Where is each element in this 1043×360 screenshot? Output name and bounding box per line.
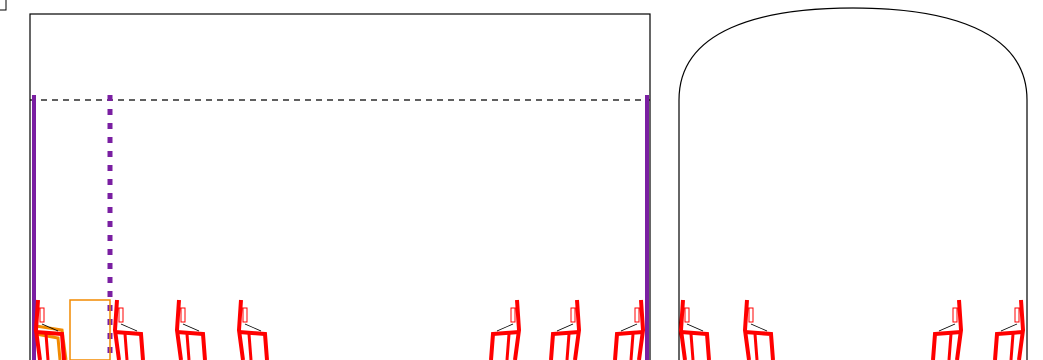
door-panel	[69, 299, 111, 360]
chair	[678, 299, 711, 360]
section-view	[29, 13, 651, 360]
end-chairs	[678, 299, 1026, 360]
end-view	[678, 7, 1028, 360]
chair	[549, 299, 582, 360]
chair	[742, 299, 775, 360]
chair	[993, 299, 1026, 360]
chair-near-door	[33, 299, 66, 360]
section-outline	[29, 13, 651, 360]
chair	[613, 299, 646, 360]
corner-marker	[0, 0, 7, 11]
chair	[236, 299, 269, 360]
chair	[174, 299, 207, 360]
chair	[112, 299, 145, 360]
chair	[489, 299, 522, 360]
arched-outline	[678, 7, 1028, 360]
section-chairs	[33, 299, 646, 360]
chair	[931, 299, 964, 360]
